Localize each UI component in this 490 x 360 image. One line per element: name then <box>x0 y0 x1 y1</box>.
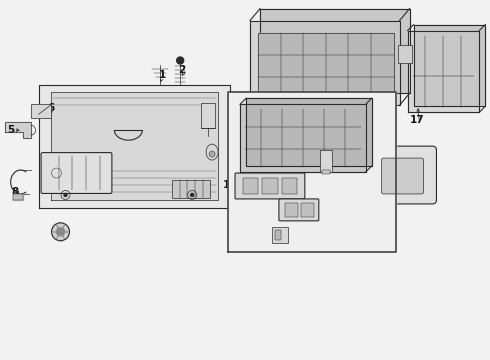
Text: 15: 15 <box>291 157 305 167</box>
Text: 14: 14 <box>261 227 275 237</box>
FancyBboxPatch shape <box>382 158 423 194</box>
Bar <box>397 45 412 63</box>
Text: 4: 4 <box>208 150 216 160</box>
FancyBboxPatch shape <box>370 146 437 204</box>
Text: 16: 16 <box>382 173 397 183</box>
Polygon shape <box>39 85 230 208</box>
Polygon shape <box>246 98 371 166</box>
Text: 12: 12 <box>223 180 237 190</box>
Bar <box>282 178 297 194</box>
Circle shape <box>177 57 184 64</box>
Text: 2: 2 <box>178 66 186 76</box>
Text: 6: 6 <box>47 103 54 113</box>
Text: 17: 17 <box>410 115 425 125</box>
Bar <box>30 104 50 118</box>
Polygon shape <box>13 194 23 200</box>
Ellipse shape <box>209 151 215 157</box>
Text: 10: 10 <box>354 165 369 175</box>
FancyBboxPatch shape <box>279 199 319 221</box>
Circle shape <box>51 223 70 241</box>
Text: 1: 1 <box>159 71 166 80</box>
Text: 8: 8 <box>11 187 18 197</box>
Polygon shape <box>228 92 395 252</box>
Polygon shape <box>260 9 410 93</box>
Text: 13: 13 <box>311 203 325 213</box>
Bar <box>272 227 288 243</box>
Polygon shape <box>250 21 399 105</box>
Text: 3: 3 <box>206 110 214 120</box>
Bar <box>172 180 210 198</box>
Circle shape <box>191 193 194 197</box>
Text: 9: 9 <box>57 233 64 243</box>
Bar <box>320 150 332 172</box>
Bar <box>285 203 298 217</box>
Polygon shape <box>240 104 366 172</box>
Bar <box>275 230 281 240</box>
Polygon shape <box>408 31 479 112</box>
Polygon shape <box>414 24 485 106</box>
Circle shape <box>56 228 65 236</box>
Text: 11: 11 <box>278 103 292 113</box>
Text: 5: 5 <box>7 125 14 135</box>
Bar <box>262 178 277 194</box>
Bar <box>322 170 330 174</box>
FancyBboxPatch shape <box>41 153 112 193</box>
Circle shape <box>64 193 67 197</box>
Polygon shape <box>258 32 393 99</box>
Ellipse shape <box>206 144 218 160</box>
Bar <box>243 178 258 194</box>
Bar <box>201 103 215 128</box>
FancyBboxPatch shape <box>235 173 305 199</box>
Polygon shape <box>50 92 218 200</box>
Text: 7: 7 <box>57 173 64 183</box>
Polygon shape <box>5 122 30 138</box>
Bar <box>301 203 314 217</box>
